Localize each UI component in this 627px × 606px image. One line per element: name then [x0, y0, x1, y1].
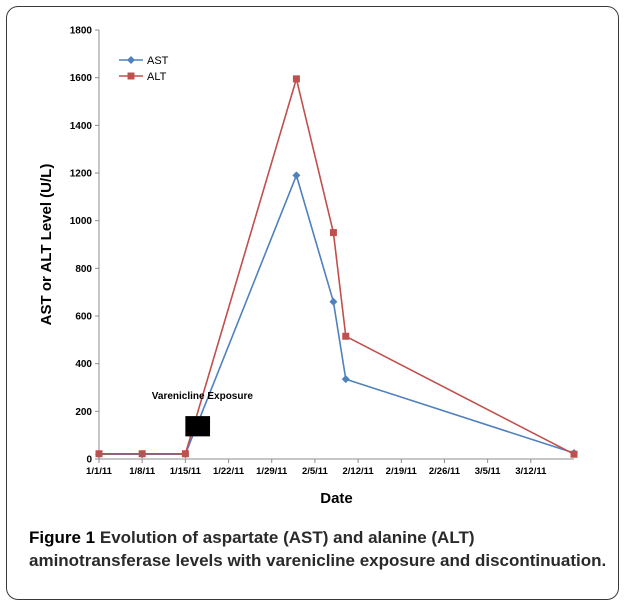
figure-caption: Figure 1 Evolution of aspartate (AST) an… [29, 526, 609, 572]
legend-marker-alt [127, 72, 135, 80]
y-tick-label: 0 [86, 455, 92, 466]
caption-text: Evolution of aspartate (AST) and alanine… [29, 528, 607, 570]
series-line-ast [99, 174, 575, 456]
data-point-ast [292, 171, 301, 180]
exposure-label: Varenicline Exposure [152, 391, 254, 402]
exposure-bar [185, 416, 211, 437]
y-tick-label: 400 [75, 359, 92, 370]
y-tick-label: 800 [75, 264, 92, 275]
figure-panel: 0 200 400 600 800 1000 1200 1400 1600 1800 1/1/11 1… [6, 6, 619, 600]
y-tick-label: 1400 [70, 121, 93, 132]
x-tick-label: 3/5/11 [475, 466, 502, 477]
data-point-alt [292, 75, 300, 83]
x-tick-label: 2/12/11 [343, 466, 375, 477]
y-tick-label: 1800 [70, 26, 93, 37]
data-point-alt [570, 450, 578, 458]
data-point-ast [329, 297, 338, 306]
x-tick-label: 1/29/11 [256, 466, 288, 477]
caption-label: Figure 1 [29, 528, 96, 547]
y-tick-label: 200 [75, 407, 92, 418]
x-tick-label: 2/19/11 [386, 466, 418, 477]
x-tick-label: 3/12/11 [515, 466, 547, 477]
x-tick-label: 1/22/11 [213, 466, 245, 477]
y-tick-label: 1000 [70, 216, 93, 227]
x-tick-label: 2/26/11 [429, 466, 461, 477]
x-tick-label: 1/1/11 [86, 466, 113, 477]
x-axis-title: Date [320, 490, 353, 507]
data-point-alt [138, 450, 146, 458]
data-point-alt [329, 229, 337, 237]
legend-label-ast: AST [147, 55, 169, 67]
y-tick-label: 1200 [70, 169, 93, 180]
x-tick-label: 2/5/11 [302, 466, 329, 477]
y-tick-label: 600 [75, 312, 92, 323]
line-chart: 0 200 400 600 800 1000 1200 1400 1600 1800 1/1/11 1… [38, 26, 578, 507]
x-tick-label: 1/15/11 [170, 466, 202, 477]
y-axis-title: AST or ALT Level (U/L) [38, 164, 55, 326]
x-tick-label: 1/8/11 [129, 466, 156, 477]
data-point-alt [181, 450, 189, 458]
legend-label-alt: ALT [147, 71, 167, 83]
data-point-ast [341, 375, 350, 384]
legend-marker-ast [127, 56, 135, 64]
data-point-alt [95, 450, 103, 458]
y-tick-label: 1600 [70, 73, 93, 84]
data-point-alt [342, 332, 350, 340]
